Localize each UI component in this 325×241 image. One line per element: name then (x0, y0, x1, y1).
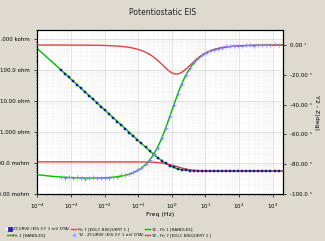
X-axis label: Freq (Hz): Freq (Hz) (146, 212, 174, 217)
Y-axis label: Y2 - Z(deg): Y2 - Z(deg) (314, 94, 319, 130)
Legend: ZCURVE (EIS 3 F 1 mV DTA), Fit 1 [RANDLES], Fit 7 [EDLC BISQUERT 1 ], Y2 - ZCURV: ZCURVE (EIS 3 F 1 mV DTA), Fit 1 [RANDLE… (5, 226, 213, 239)
Text: Potentiostatic EIS: Potentiostatic EIS (129, 8, 196, 17)
